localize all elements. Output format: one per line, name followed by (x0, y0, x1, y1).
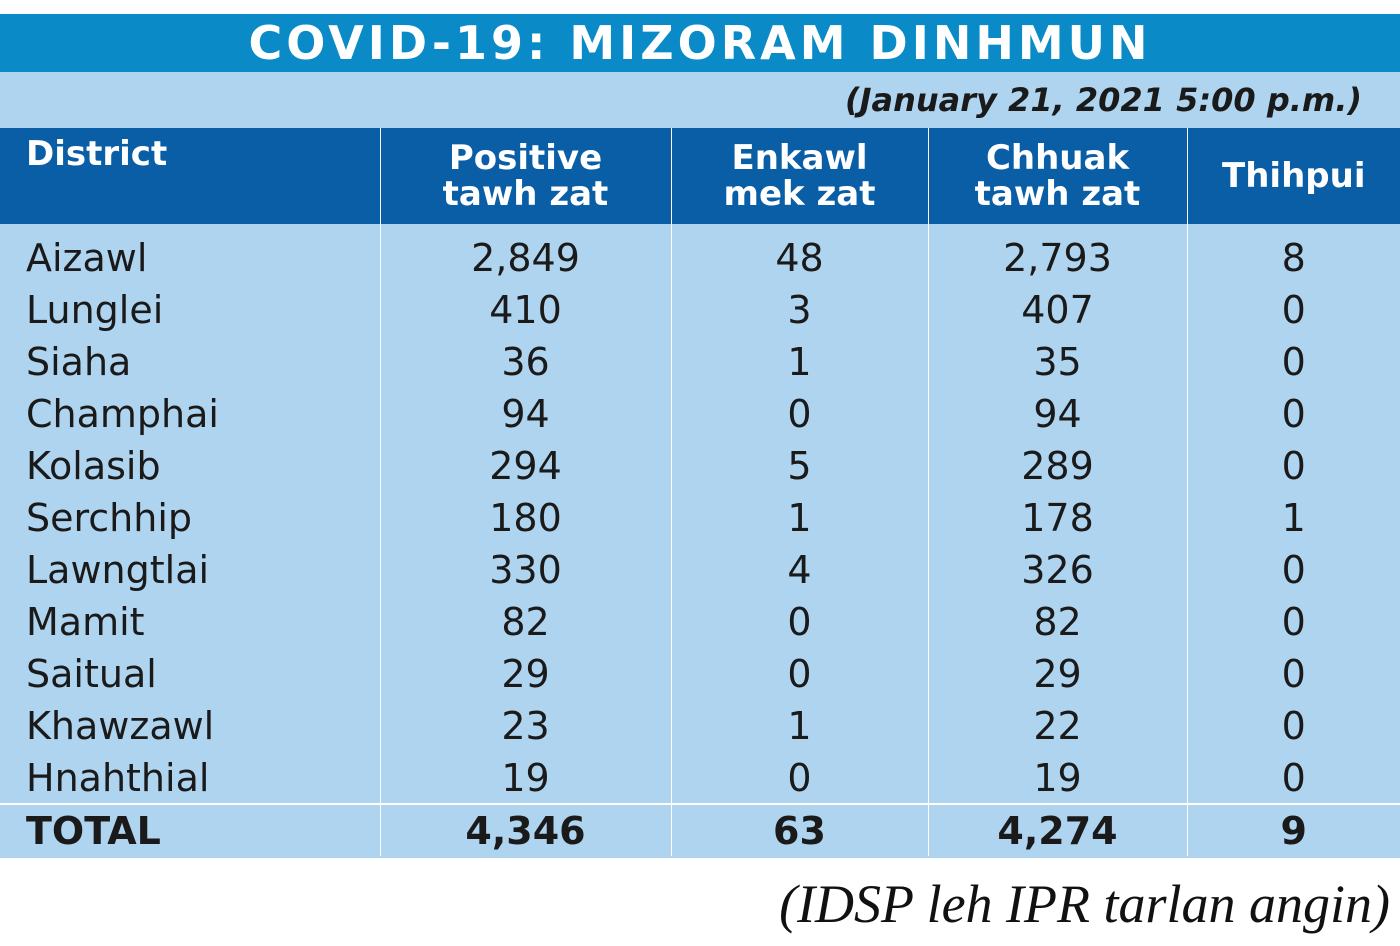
value-cell: 178 (928, 492, 1188, 544)
column-header-label: tawh zat (974, 174, 1141, 214)
column-header-label: Thihpui (1222, 156, 1366, 196)
spacer-row (0, 224, 1400, 232)
column-header: Chhuak tawh zat (928, 128, 1188, 224)
spacer-cell (380, 224, 672, 232)
value-cell: 5 (671, 440, 929, 492)
value-cell: 3 (671, 284, 929, 336)
value-cell: 19 (928, 752, 1188, 804)
district-cell: Hnahthial (0, 752, 381, 804)
table-row: Lunglei 410 3 407 0 (0, 284, 1400, 336)
value-cell: 0 (1281, 444, 1306, 488)
total-row: TOTAL 4,346 63 4,274 9 (0, 803, 1400, 856)
value-cell: 326 (928, 544, 1188, 596)
spacer-cell (0, 224, 381, 232)
table-header-row: District Positive tawh zat Enkawl mek zat Chh… (0, 128, 1400, 224)
table-row: Champhai 94 0 94 0 (0, 388, 1400, 440)
total-label: TOTAL (0, 803, 381, 856)
table-row: Saitual 29 0 29 0 (0, 648, 1400, 700)
value-cell: 1 (671, 492, 929, 544)
value-cell: 330 (380, 544, 672, 596)
value-cell: 0 (1281, 704, 1306, 748)
table-row: Lawngtlai 330 4 326 0 (0, 544, 1400, 596)
column-header-label: Chhuak (985, 138, 1130, 178)
total-value: 4,274 (928, 803, 1188, 856)
source-note: (IDSP leh IPR tarlan angin) (779, 874, 1390, 934)
column-header: District (0, 128, 381, 224)
district-cell: Khawzawl (0, 700, 381, 752)
value-cell: 35 (928, 336, 1188, 388)
value-cell: 0 (1281, 340, 1306, 384)
column-header-label: tawh zat (442, 174, 609, 214)
report-date: (January 21, 2021 5:00 p.m.) (844, 81, 1362, 119)
table-row: Khawzawl 23 1 22 0 (0, 700, 1400, 752)
column-header-label: Positive (448, 138, 603, 178)
value-cell: 1 (671, 336, 929, 388)
table-row: Mamit 82 0 82 0 (0, 596, 1400, 648)
total-value: 63 (671, 803, 929, 856)
table-row: Hnahthial 19 0 19 0 (0, 752, 1400, 804)
district-cell: Lunglei (0, 284, 381, 336)
column-header: Thihpui (1187, 128, 1400, 224)
value-cell: 94 (380, 388, 672, 440)
value-cell: 2,849 (380, 232, 672, 284)
district-cell: Kolasib (0, 440, 381, 492)
district-cell: Lawngtlai (0, 544, 381, 596)
district-cell: Mamit (0, 596, 381, 648)
value-cell: 0 (1281, 288, 1306, 332)
value-cell: 94 (928, 388, 1188, 440)
value-cell: 19 (380, 752, 672, 804)
value-cell: 0 (671, 752, 929, 804)
value-cell: 29 (928, 648, 1188, 700)
value-cell: 2,793 (928, 232, 1188, 284)
district-cell: Saitual (0, 648, 381, 700)
value-cell: 8 (1281, 236, 1306, 280)
district-cell: Serchhip (0, 492, 381, 544)
spacer-cell (671, 224, 929, 232)
spacer-cell (1187, 224, 1400, 232)
value-cell: 294 (380, 440, 672, 492)
value-cell: 0 (1281, 548, 1306, 592)
column-header: Positive tawh zat (380, 128, 672, 224)
district-cell: Siaha (0, 336, 381, 388)
value-cell: 289 (928, 440, 1188, 492)
total-value: 4,346 (380, 803, 672, 856)
value-cell: 180 (380, 492, 672, 544)
total-value: 9 (1187, 803, 1400, 856)
table-row: Kolasib 294 5 289 0 (0, 440, 1400, 492)
column-header: Enkawl mek zat (671, 128, 929, 224)
value-cell: 0 (1281, 652, 1306, 696)
value-cell: 82 (928, 596, 1188, 648)
value-cell: 0 (671, 388, 929, 440)
value-cell: 0 (1281, 392, 1306, 436)
value-cell: 29 (380, 648, 672, 700)
column-header-label: District (26, 134, 168, 174)
value-cell: 4 (671, 544, 929, 596)
value-cell: 23 (380, 700, 672, 752)
page-title: COVID-19: MIZORAM DINHMUN (0, 14, 1400, 72)
value-cell: 0 (671, 596, 929, 648)
value-cell: 0 (1281, 755, 1306, 800)
table-row: Serchhip 180 1 178 1 (0, 492, 1400, 544)
value-cell: 410 (380, 284, 672, 336)
value-cell: 0 (671, 648, 929, 700)
district-cell: Aizawl (0, 232, 381, 284)
value-cell: 22 (928, 700, 1188, 752)
value-cell: 1 (1281, 496, 1306, 540)
district-cell: Champhai (0, 388, 381, 440)
value-cell: 82 (380, 596, 672, 648)
table-row: Siaha 36 1 35 0 (0, 336, 1400, 388)
column-header-label: mek zat (723, 174, 876, 214)
value-cell: 36 (380, 336, 672, 388)
table-row: Aizawl 2,849 48 2,793 8 (0, 232, 1400, 284)
district-table: District Positive tawh zat Enkawl mek zat Chh… (0, 128, 1400, 856)
value-cell: 407 (928, 284, 1188, 336)
column-header-label: Enkawl (731, 138, 868, 178)
value-cell: 0 (1281, 600, 1306, 644)
value-cell: 48 (671, 232, 929, 284)
spacer-cell (928, 224, 1188, 232)
value-cell: 1 (671, 700, 929, 752)
